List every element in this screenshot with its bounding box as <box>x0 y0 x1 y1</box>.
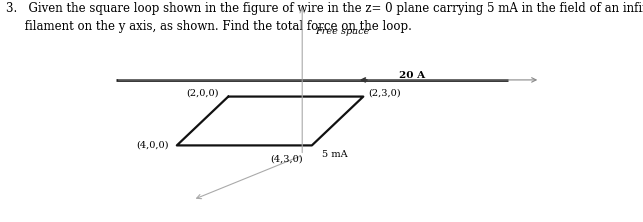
Text: (4,0,0): (4,0,0) <box>136 141 168 150</box>
Text: (2,3,0): (2,3,0) <box>368 89 401 98</box>
Text: 20 A: 20 A <box>399 71 425 80</box>
Text: 5 mA: 5 mA <box>322 150 347 159</box>
Text: (4,3,0): (4,3,0) <box>270 154 302 163</box>
Text: (2,0,0): (2,0,0) <box>186 89 219 98</box>
Text: 3.   Given the square loop shown in the figure of wire in the z= 0 plane carryin: 3. Given the square loop shown in the fi… <box>6 2 643 33</box>
Text: Free space: Free space <box>315 27 370 36</box>
